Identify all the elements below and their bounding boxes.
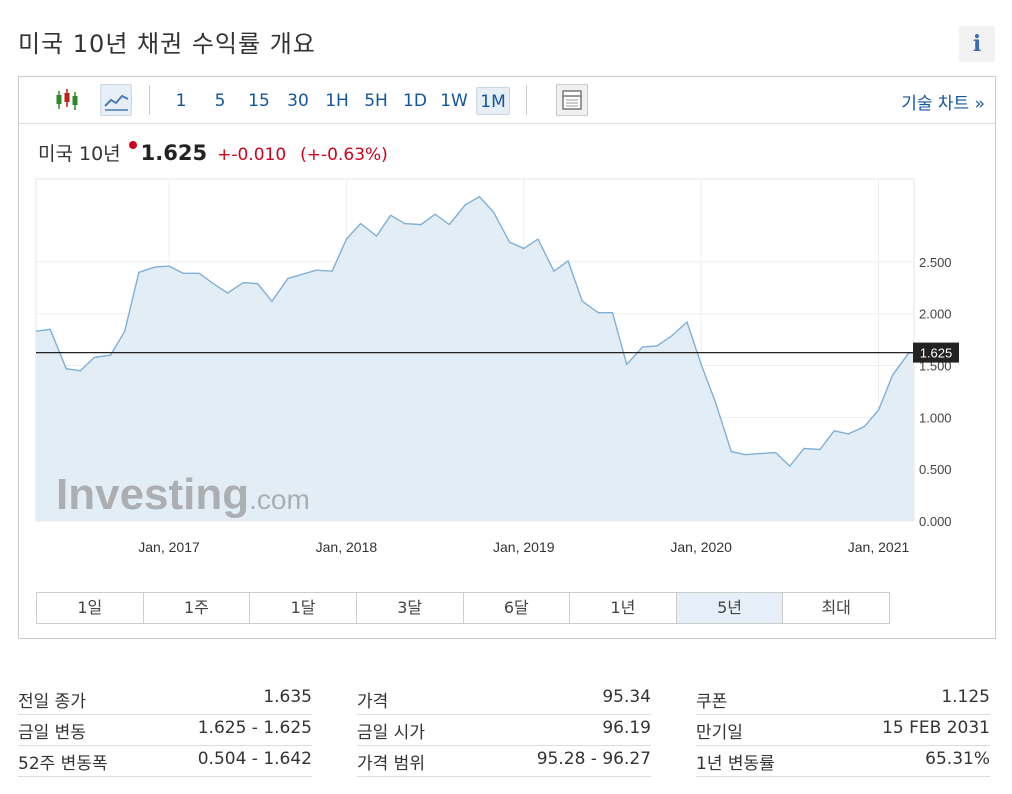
chart-panel: 1 5 15 30 1H 5H 1D 1W 1M 기술 차트 » 미국 10년 1… (18, 76, 996, 639)
interval-1m[interactable]: 1M (476, 87, 510, 115)
stat-row: 52주 변동폭 0.504 - 1.642 (18, 746, 312, 777)
price-chart[interactable]: Investing.com0.0000.5001.0001.5002.0002.… (19, 77, 995, 587)
investing-watermark: Investing.com (56, 470, 310, 519)
x-tick-label: Jan, 2020 (670, 539, 732, 555)
stat-label: 1년 변동률 (696, 754, 775, 774)
range-tab-6m[interactable]: 6달 (464, 593, 571, 623)
last-price: 1.625 (140, 141, 208, 165)
toolbar-divider (149, 85, 150, 115)
range-tab-3m[interactable]: 3달 (357, 593, 464, 623)
stats-column: 가격 95.34 금일 시가 96.19 가격 범위 95.28 - 96.27 (357, 684, 651, 777)
stat-label: 금일 시가 (357, 723, 425, 743)
current-price-label: 1.625 (920, 346, 953, 361)
series-line (35, 195, 915, 468)
series-area (36, 196, 914, 521)
stat-label: 가격 범위 (357, 754, 425, 774)
current-price-tag (913, 342, 959, 363)
technical-chart-link[interactable]: 기술 차트 » (901, 94, 985, 114)
stat-label: 만기일 (696, 723, 743, 743)
y-tick-label: 0.500 (919, 462, 952, 477)
stat-value: 1.125 (941, 687, 990, 707)
x-tick-label: Jan, 2018 (316, 539, 378, 555)
layout-icon[interactable] (556, 84, 588, 116)
stat-row: 쿠폰 1.125 (696, 684, 990, 715)
stat-value: 95.28 - 96.27 (536, 749, 651, 769)
stat-row: 전일 종가 1.635 (18, 684, 312, 715)
stat-row: 가격 95.34 (357, 684, 651, 715)
price-change: +-0.010 (217, 145, 287, 165)
range-tabs: 1일 1주 1달 3달 6달 1년 5년 최대 (36, 592, 890, 624)
quote-header: 미국 10년 1.625 +-0.010 (+-0.63%) (38, 139, 388, 166)
interval-15[interactable]: 15 (248, 91, 270, 111)
stats-column: 전일 종가 1.635 금일 변동 1.625 - 1.625 52주 변동폭 0.5… (18, 684, 312, 777)
range-tab-1m[interactable]: 1달 (250, 593, 357, 623)
stat-value: 96.19 (602, 718, 651, 738)
interval-1h[interactable]: 1H (325, 91, 349, 111)
info-icon[interactable]: i (959, 26, 995, 62)
stat-label: 가격 (357, 692, 389, 712)
y-tick-label: 2.500 (919, 255, 952, 270)
interval-1w[interactable]: 1W (440, 91, 468, 111)
stat-value: 1.625 - 1.625 (197, 718, 312, 738)
stat-label: 전일 종가 (18, 692, 86, 712)
y-tick-label: 2.000 (919, 307, 952, 322)
stat-label: 금일 변동 (18, 723, 86, 743)
range-tab-1d[interactable]: 1일 (37, 593, 144, 623)
range-tab-1w[interactable]: 1주 (144, 593, 251, 623)
stat-value: 15 FEB 2031 (882, 718, 990, 738)
stat-value: 1.635 (263, 687, 312, 707)
stat-value: 65.31% (925, 749, 990, 769)
area-chart-icon[interactable] (100, 84, 132, 116)
chart-toolbar: 1 5 15 30 1H 5H 1D 1W 1M 기술 차트 » (19, 77, 995, 124)
range-tab-max[interactable]: 최대 (821, 598, 851, 617)
range-tab-5y[interactable]: 5년 (676, 593, 784, 623)
stat-row: 금일 시가 96.19 (357, 715, 651, 746)
interval-5h[interactable]: 5H (364, 91, 388, 111)
watermark-brand: Investing (56, 470, 249, 519)
y-tick-label: 1.000 (919, 410, 952, 425)
instrument-name: 미국 10년 (38, 143, 121, 165)
stat-row: 만기일 15 FEB 2031 (696, 715, 990, 746)
x-tick-label: Jan, 2021 (848, 539, 910, 555)
watermark-suffix: .com (249, 484, 310, 515)
interval-1d[interactable]: 1D (403, 91, 427, 111)
stats-column: 쿠폰 1.125 만기일 15 FEB 2031 1년 변동률 65.31% (696, 684, 990, 777)
interval-5[interactable]: 5 (214, 91, 226, 111)
range-tab-1y[interactable]: 1년 (570, 593, 677, 623)
candlestick-icon[interactable] (51, 84, 83, 116)
page-title: 미국 10년 채권 수익률 개요 (18, 30, 316, 58)
price-change-pct: (+-0.63%) (300, 145, 388, 165)
stat-label: 쿠폰 (696, 692, 728, 712)
stat-row: 가격 범위 95.28 - 96.27 (357, 746, 651, 777)
stat-row: 금일 변동 1.625 - 1.625 (18, 715, 312, 746)
down-indicator-icon (128, 141, 137, 149)
toolbar-divider (526, 85, 527, 115)
y-tick-label: 0.000 (919, 514, 952, 529)
interval-1[interactable]: 1 (175, 91, 187, 111)
interval-30[interactable]: 30 (287, 91, 309, 111)
x-tick-label: Jan, 2017 (138, 539, 200, 555)
stat-value: 0.504 - 1.642 (197, 749, 312, 769)
stat-row: 1년 변동률 65.31% (696, 746, 990, 777)
stat-label: 52주 변동폭 (18, 754, 108, 774)
x-tick-label: Jan, 2019 (493, 539, 555, 555)
stat-value: 95.34 (602, 687, 651, 707)
